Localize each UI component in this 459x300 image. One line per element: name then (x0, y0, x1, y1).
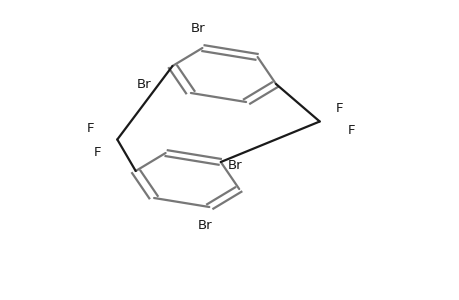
Text: F: F (94, 146, 101, 158)
Text: F: F (347, 124, 354, 137)
Text: F: F (87, 122, 94, 135)
Text: Br: Br (227, 159, 242, 172)
Text: Br: Br (137, 77, 151, 91)
Text: F: F (335, 103, 342, 116)
Text: Br: Br (190, 22, 205, 35)
Text: Br: Br (197, 219, 212, 232)
